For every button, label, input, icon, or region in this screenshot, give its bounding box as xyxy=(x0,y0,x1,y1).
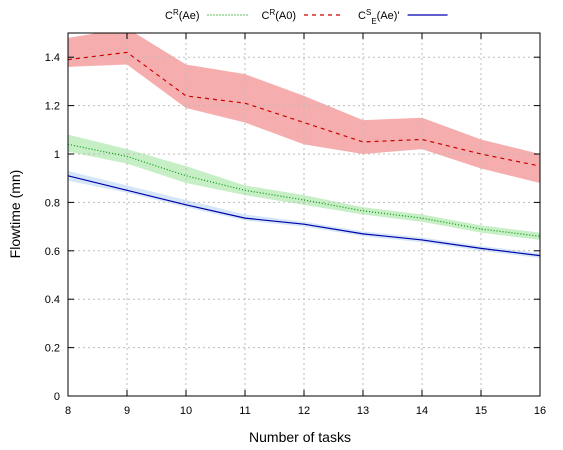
x-tick-label: 13 xyxy=(357,405,369,417)
y-tick-label: 1 xyxy=(54,149,60,161)
y-tick-label: 0.4 xyxy=(45,294,60,306)
legend-label-part: (Ae)' xyxy=(377,10,400,22)
legend-label: CSE(Ae)' xyxy=(358,8,400,26)
legend: CR(Ae) CR(A0) CSE(Ae)' xyxy=(165,8,448,26)
x-tick-label: 11 xyxy=(239,405,250,417)
x-tick-label: 8 xyxy=(65,405,71,417)
series-line xyxy=(68,143,540,237)
x-tick-label: 15 xyxy=(475,405,487,417)
series-line xyxy=(68,175,540,257)
x-tick-label: 9 xyxy=(124,405,130,417)
legend-label: CR(Ae) xyxy=(165,8,200,23)
y-tick-label: 0.2 xyxy=(45,343,60,355)
x-tick-label: 12 xyxy=(298,405,310,417)
legend-label-part: E xyxy=(371,17,376,26)
legend-label-part: (Ae) xyxy=(179,10,200,22)
x-tick-label: 10 xyxy=(180,405,192,417)
x-axis-label: Number of tasks xyxy=(249,429,351,445)
grid xyxy=(67,33,541,397)
y-tick-label: 0.6 xyxy=(45,246,60,258)
y-tick-label: 0.8 xyxy=(45,197,60,209)
x-tick-label: 14 xyxy=(416,405,428,417)
legend-label-part: C xyxy=(358,10,366,22)
legend-label-part: S xyxy=(366,8,371,17)
error-band xyxy=(68,134,540,240)
series-line xyxy=(68,51,540,167)
legend-label-part: (A0) xyxy=(275,10,296,22)
legend-label-part: R xyxy=(269,8,275,17)
y-tick-label: 1.4 xyxy=(45,52,60,64)
legend-label: CR(A0) xyxy=(262,8,297,23)
y-axis-label: Flowtime (mn) xyxy=(7,170,23,259)
legend-label-part: C xyxy=(165,10,173,22)
y-tick-label: 0 xyxy=(54,391,60,403)
x-tick-label: 16 xyxy=(534,405,546,417)
ticks: 0 0.2 0.4 0.6 0.8 1 1.2 1.4 8 9 10 11 12 13 14 15 16 xyxy=(45,33,546,417)
legend-label-part: C xyxy=(262,10,270,22)
lines xyxy=(68,51,540,257)
y-tick-label: 1.2 xyxy=(45,101,60,113)
legend-label-part: R xyxy=(173,8,179,17)
